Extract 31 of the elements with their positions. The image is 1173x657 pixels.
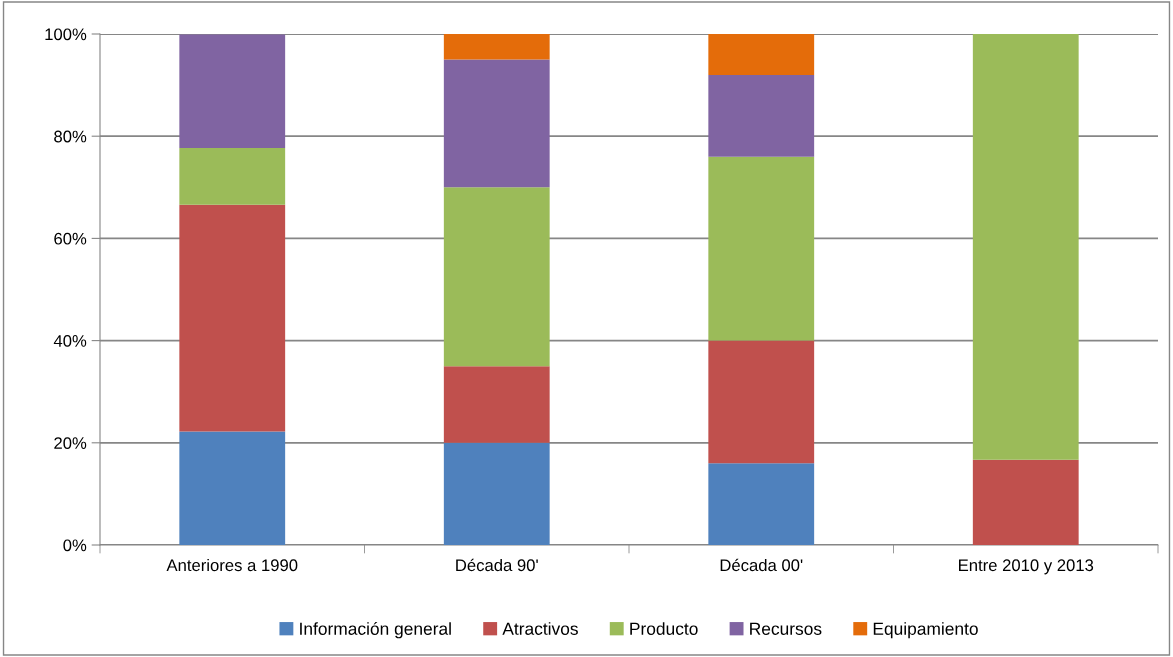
x-tick-label: Anteriores a 1990 <box>166 558 298 572</box>
x-tick-label: Década 90' <box>456 558 538 572</box>
bar <box>179 147 286 205</box>
bar <box>972 459 1079 545</box>
bar <box>179 204 286 432</box>
bar <box>443 59 550 188</box>
x-tick-label: Entre 2010 y 2013 <box>959 559 1094 575</box>
bar <box>443 442 550 545</box>
y-tick-label: 100% <box>45 28 87 41</box>
legend-label: Equipamiento <box>873 622 978 639</box>
y-tick-label: 60% <box>54 232 87 245</box>
bar <box>708 34 815 75</box>
bar <box>443 366 550 443</box>
y-tick-label: 40% <box>53 335 87 347</box>
bar <box>708 340 815 464</box>
bar <box>443 187 550 367</box>
bar <box>708 74 815 157</box>
x-tick-label: Década 00' <box>720 558 803 572</box>
bar <box>443 34 550 60</box>
y-tick-label: 0% <box>63 539 87 552</box>
legend-label: Recursos <box>750 622 822 635</box>
bar <box>179 431 286 545</box>
bar <box>972 34 1079 460</box>
legend-label: Atractivos <box>502 622 578 635</box>
legend-label: Información general <box>300 621 451 639</box>
legend-label: Producto <box>630 622 698 635</box>
bar <box>708 463 815 545</box>
bar <box>708 156 815 341</box>
y-tick-label: 20% <box>54 437 87 449</box>
bar <box>179 34 286 148</box>
y-tick-label: 80% <box>54 130 87 143</box>
